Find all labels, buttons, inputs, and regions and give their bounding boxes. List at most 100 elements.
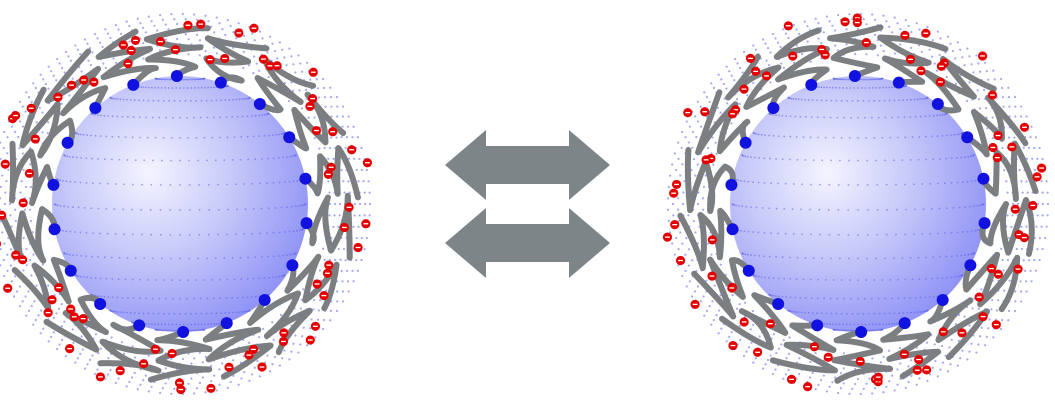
double-arrow-bottom [445,208,610,278]
negative-charge [324,260,334,270]
polymer-chain [303,192,353,261]
negative-charge [900,30,910,40]
anchor-point [848,70,861,83]
negative-charge [707,235,717,245]
negative-charge [205,54,215,65]
anchor-point [772,298,785,311]
polymer-chain [19,86,76,159]
negative-charge [30,134,40,144]
negative-charge [993,269,1003,279]
anchor-point [855,325,868,338]
negative-charge [914,354,924,365]
polymer-chain [691,256,752,320]
polymer-chain [202,320,274,380]
negative-charge [707,271,717,281]
negative-charge [248,344,259,355]
negative-charge [220,53,230,64]
anchor-point [892,76,905,89]
negative-charge [728,340,738,351]
polymer-chain [684,147,736,214]
anchor-point [726,223,739,236]
negative-charge [150,344,161,354]
negative-charge [727,109,738,119]
anchor-point [977,172,990,185]
negative-charge [257,362,267,372]
polymer-chain [44,48,109,117]
polymer-chain [677,207,736,272]
polymer-chain [97,321,164,374]
charges [0,19,373,395]
negative-charge [1013,264,1023,274]
negative-charge [873,372,883,382]
negative-charge [0,240,2,247]
anchor-point [127,78,140,91]
negative-charge [1032,172,1042,182]
negative-charge [307,94,318,104]
negative-charge [312,279,322,289]
negative-charge [66,304,76,314]
negative-charge [788,51,798,61]
negative-charge [155,36,166,47]
negative-charge [79,75,89,85]
anchor-point [61,136,74,149]
negative-charge [326,162,336,172]
negative-charge [783,21,793,31]
particle-core [52,76,308,332]
negative-charge [978,311,988,322]
negative-charge [1019,233,1029,243]
negative-charge [347,145,357,155]
negative-charge [852,17,862,28]
negative-charge [344,202,354,212]
negative-charge [987,90,998,100]
negative-charge [988,142,998,153]
anchor-point [811,319,824,332]
negative-charge [993,130,1003,141]
polymer-chain [147,329,213,383]
negative-charge [662,232,673,242]
anchor-point [133,319,146,332]
anchor-points [725,70,991,338]
anchor-point [898,317,911,330]
anchor-point [64,264,77,277]
negative-charge [701,155,711,165]
negative-charge [803,382,813,392]
negative-charge [138,359,149,369]
double-arrow-top [445,130,610,200]
polymer-chain [831,329,894,384]
negative-charge [683,108,693,118]
anchor-point [936,294,949,307]
negative-charge [115,366,125,376]
anchor-point [978,217,991,230]
negative-charge [224,362,234,372]
negative-charge [339,222,350,233]
anchor-point [220,317,233,330]
negative-charge [328,127,338,137]
negative-charge [765,319,775,329]
negative-charge [817,44,827,55]
negative-charge [899,349,909,359]
particle-core [730,76,986,332]
negative-charge [823,352,833,362]
polymer-chain [773,27,830,88]
anchor-point [177,325,190,338]
negative-charge [89,77,99,87]
negative-charge [279,328,289,338]
anchor-point [767,101,780,114]
anchor-point [739,136,752,149]
negative-charge [957,328,967,338]
polymer-chain [979,197,1035,257]
negative-charge [861,38,871,48]
negative-charge [1028,200,1038,211]
negative-charge [974,292,984,302]
anchor-point [258,294,271,307]
negative-charge [47,295,57,305]
negative-charge [234,28,244,38]
particle-right [662,12,1050,396]
polymer-chain [880,320,942,380]
polymer-chain [964,94,1029,158]
negative-charge [1036,163,1047,173]
negative-charge [0,210,7,220]
polymer-chain [980,140,1039,202]
anchor-point [931,97,944,110]
negative-charge [118,40,128,50]
